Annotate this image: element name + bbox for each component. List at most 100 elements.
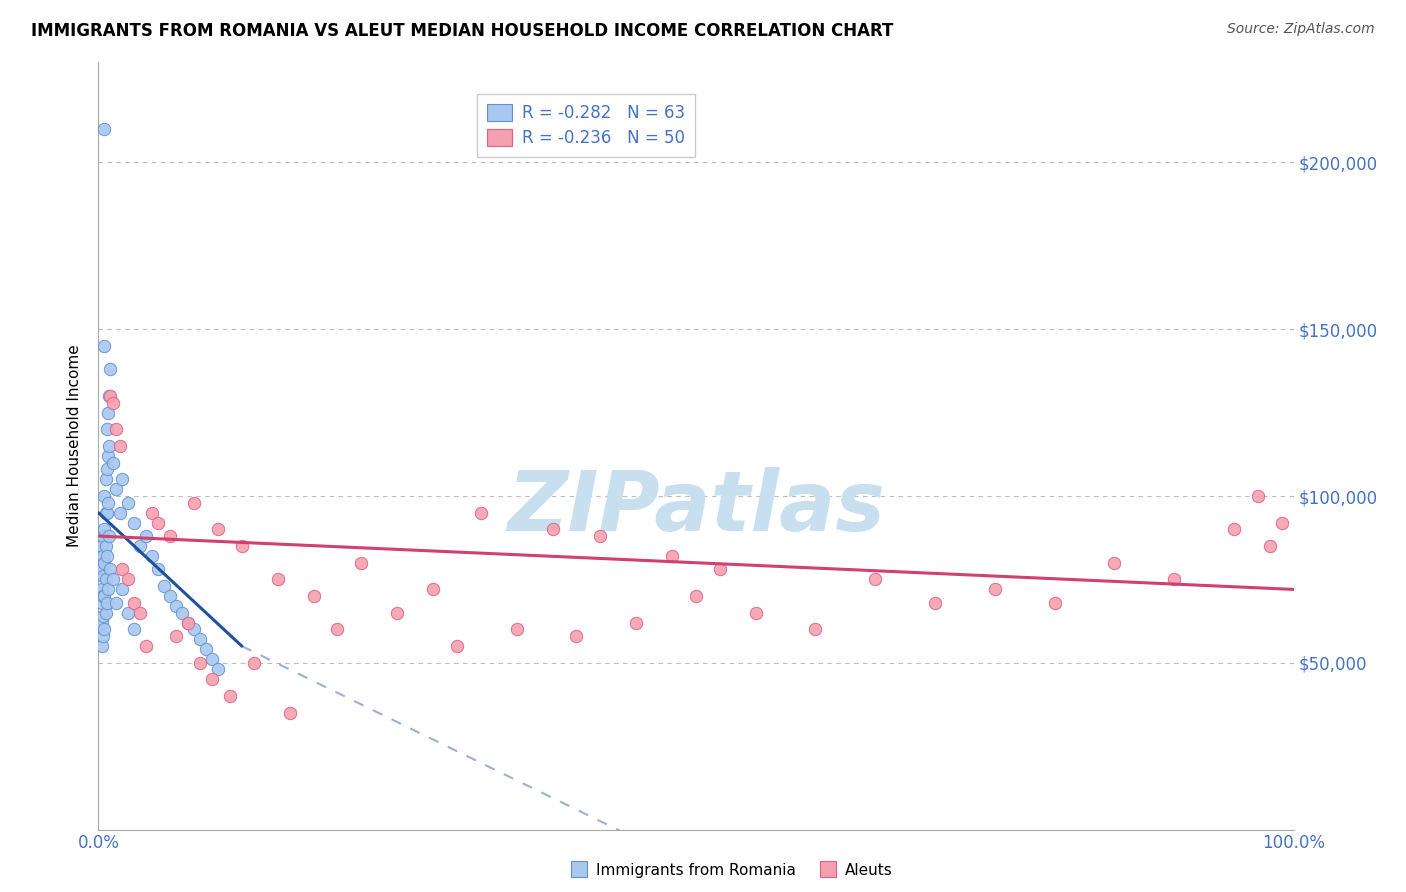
Point (124, 596, 146, 610)
Y-axis label: Median Household Income: Median Household Income (67, 344, 83, 548)
Point (153, 579, 176, 593)
Point (141, 549, 163, 563)
Point (804, 623, 827, 637)
Point (111, 582, 134, 597)
Point (124, 623, 146, 637)
Point (93, 623, 115, 637)
Point (94, 472, 117, 486)
Point (98, 389, 121, 403)
Point (541, 522, 564, 536)
Point (117, 496, 139, 510)
Point (924, 596, 946, 610)
Point (96, 596, 118, 610)
Point (91, 596, 114, 610)
Point (101, 573, 124, 587)
Point (91, 529, 114, 543)
Point (326, 623, 349, 637)
Point (91, 582, 114, 597)
Point (188, 656, 211, 670)
Point (183, 496, 205, 510)
Point (93, 489, 115, 503)
Point (98, 439, 121, 453)
Point (98, 389, 122, 403)
Text: Source: ZipAtlas.com: Source: ZipAtlas.com (1227, 22, 1375, 37)
Point (1043, 596, 1066, 610)
Point (97, 449, 120, 463)
Point (97, 496, 120, 510)
Point (1163, 573, 1185, 587)
Point (148, 516, 170, 530)
Point (148, 562, 170, 576)
Point (98, 529, 121, 543)
Point (91, 562, 114, 576)
Point (91, 629, 114, 643)
Point (201, 652, 224, 666)
Point (91, 549, 114, 563)
Point (267, 573, 290, 587)
Point (745, 606, 768, 620)
Point (1247, 489, 1270, 503)
Point (302, 589, 325, 603)
Point (165, 629, 187, 643)
Point (201, 673, 224, 687)
Point (1258, 539, 1281, 553)
Point (172, 606, 194, 620)
Point (94, 606, 117, 620)
Point (141, 506, 163, 520)
Point (91, 589, 114, 603)
Point (91, 615, 114, 630)
Point (93, 589, 115, 603)
Point (385, 606, 409, 620)
Point (243, 656, 266, 670)
Point (124, 516, 146, 530)
Point (135, 529, 157, 543)
Point (661, 549, 683, 563)
Point (111, 562, 134, 576)
Point (93, 522, 115, 536)
Point (117, 573, 139, 587)
Point (177, 615, 200, 630)
Point (93, 339, 115, 353)
Point (177, 615, 200, 630)
Point (129, 539, 152, 553)
Point (219, 689, 242, 703)
Point (93, 556, 115, 570)
Point (91, 539, 114, 553)
Point (1104, 556, 1126, 570)
Point (111, 472, 134, 486)
Point (101, 395, 124, 409)
Point (685, 589, 707, 603)
Point (93, 122, 115, 136)
Point (91, 569, 114, 583)
Point (94, 506, 117, 520)
Point (183, 623, 205, 637)
Point (98, 362, 122, 376)
Point (129, 606, 152, 620)
Point (135, 639, 157, 653)
Point (105, 596, 128, 610)
Point (1271, 516, 1294, 530)
Text: ZIPatlas: ZIPatlas (508, 467, 884, 548)
Point (207, 663, 229, 677)
Point (165, 599, 187, 613)
Point (589, 529, 612, 543)
Point (422, 582, 444, 597)
Point (96, 462, 118, 476)
Point (96, 506, 118, 520)
Text: IMMIGRANTS FROM ROMANIA VS ALEUT MEDIAN HOUSEHOLD INCOME CORRELATION CHART: IMMIGRANTS FROM ROMANIA VS ALEUT MEDIAN … (31, 22, 893, 40)
Point (231, 539, 253, 553)
Point (96, 422, 118, 436)
Point (117, 606, 139, 620)
Point (446, 639, 468, 653)
Point (709, 562, 731, 576)
Legend: R = -0.282   N = 63, R = -0.236   N = 50: R = -0.282 N = 63, R = -0.236 N = 50 (477, 94, 696, 157)
Point (96, 549, 118, 563)
Point (108, 506, 131, 520)
Point (159, 529, 181, 543)
Point (984, 582, 1007, 597)
Point (97, 406, 120, 420)
Point (470, 506, 492, 520)
Point (91, 609, 114, 624)
Point (105, 483, 128, 497)
Point (626, 615, 648, 630)
